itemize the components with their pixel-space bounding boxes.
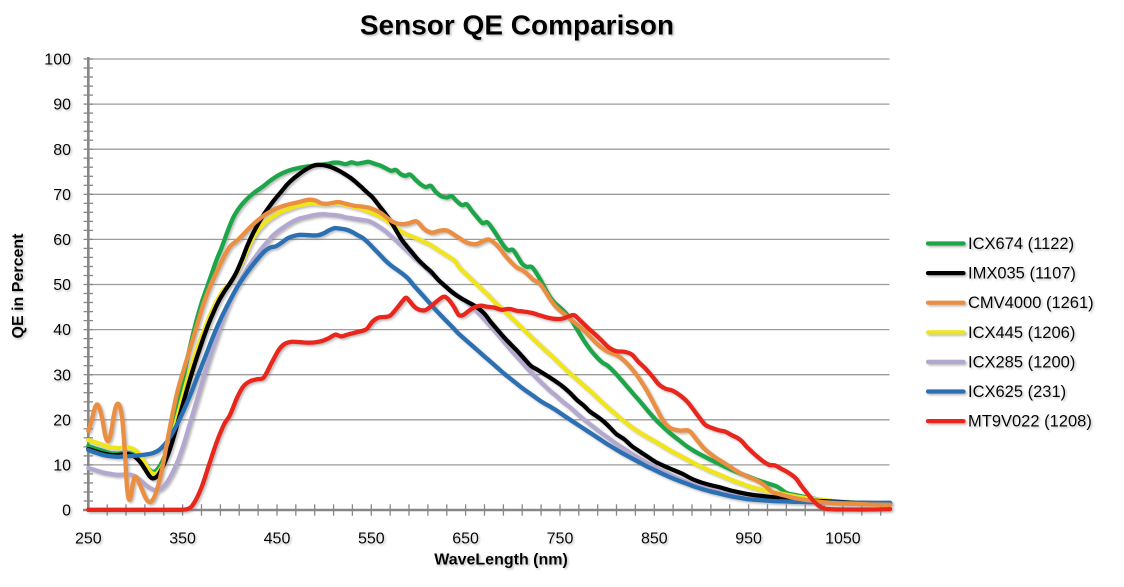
svg-text:ICX285 (1200): ICX285 (1200) <box>968 353 1075 371</box>
svg-text:100: 100 <box>44 52 71 69</box>
svg-text:350: 350 <box>169 531 196 548</box>
svg-text:850: 850 <box>641 531 668 548</box>
svg-text:750: 750 <box>547 531 574 548</box>
svg-text:ICX674 (1122): ICX674 (1122) <box>968 235 1074 253</box>
svg-text:ICX445 (1206): ICX445 (1206) <box>968 324 1075 342</box>
svg-text:50: 50 <box>53 277 71 294</box>
svg-text:70: 70 <box>53 187 71 204</box>
svg-text:10: 10 <box>53 458 71 475</box>
svg-text:450: 450 <box>264 531 291 548</box>
svg-text:950: 950 <box>735 531 762 548</box>
svg-text:1050: 1050 <box>825 531 861 548</box>
svg-text:MT9V022 (1208): MT9V022 (1208) <box>968 413 1092 431</box>
svg-text:40: 40 <box>53 322 71 339</box>
svg-text:90: 90 <box>53 97 71 114</box>
svg-text:QE in Percent: QE in Percent <box>10 233 27 339</box>
svg-text:60: 60 <box>53 232 71 249</box>
svg-text:550: 550 <box>358 531 385 548</box>
svg-text:ICX625 (231): ICX625 (231) <box>968 383 1066 401</box>
svg-text:20: 20 <box>53 412 71 429</box>
svg-text:CMV4000 (1261): CMV4000 (1261) <box>968 294 1094 312</box>
svg-text:Sensor QE Comparison: Sensor QE Comparison <box>360 10 674 41</box>
svg-text:0: 0 <box>62 503 71 520</box>
svg-text:650: 650 <box>452 531 479 548</box>
svg-text:WaveLength (nm): WaveLength (nm) <box>434 552 568 569</box>
svg-text:30: 30 <box>53 367 71 384</box>
svg-text:80: 80 <box>53 142 71 159</box>
svg-text:250: 250 <box>75 531 102 548</box>
svg-text:IMX035 (1107): IMX035 (1107) <box>968 265 1076 283</box>
